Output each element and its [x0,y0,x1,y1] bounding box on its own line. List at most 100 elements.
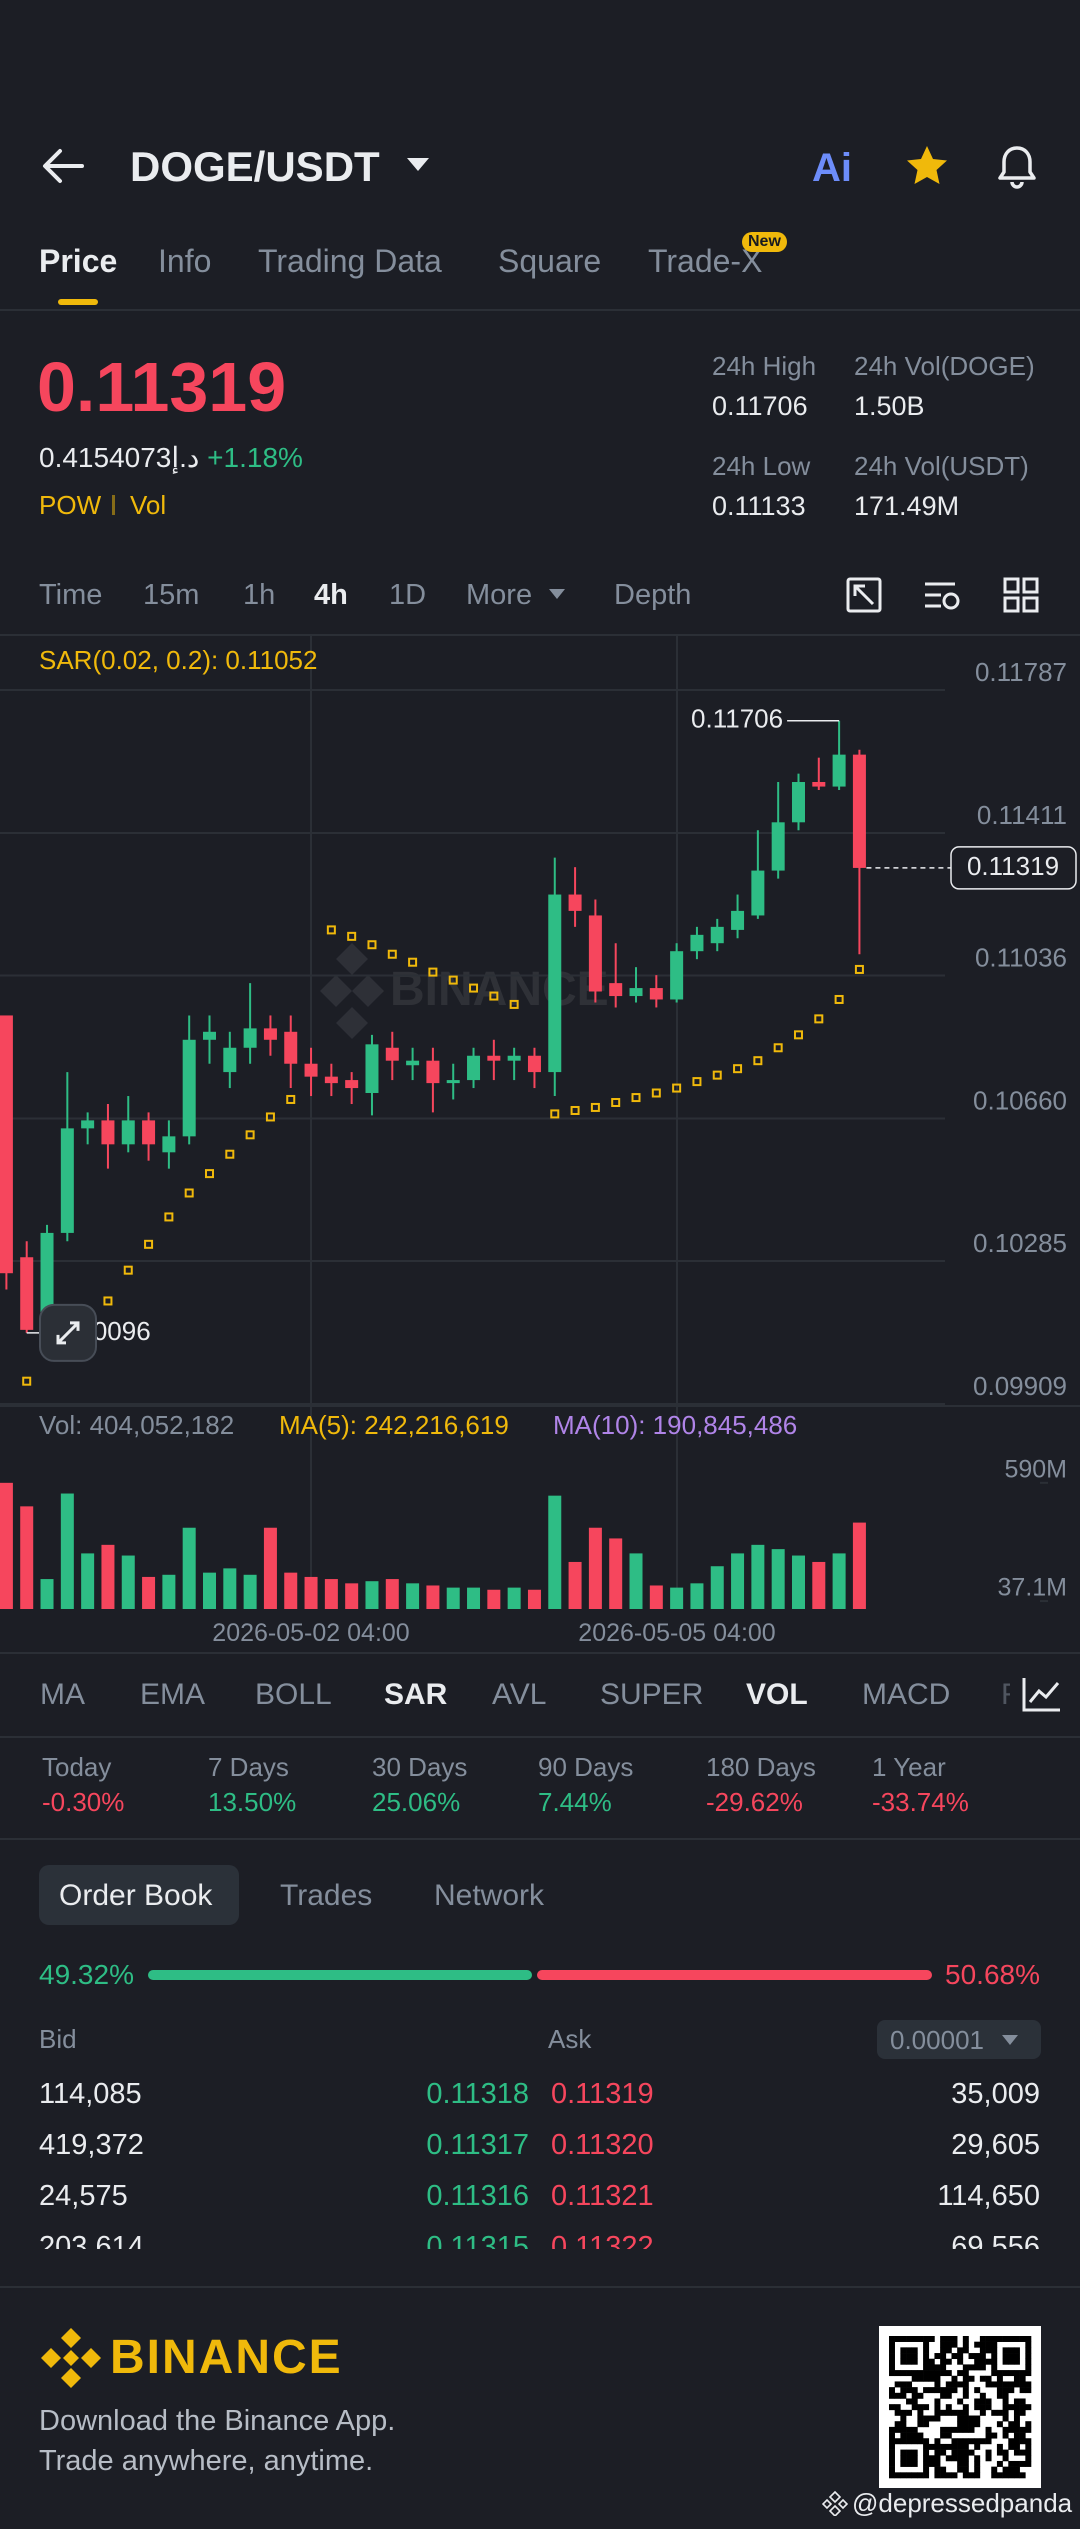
qr-cell [906,2449,913,2456]
qr-cell [991,2347,998,2354]
tag[interactable]: POW [39,490,102,520]
time-label: 2026-05-05 04:00 [578,1619,776,1647]
alert-bell[interactable] [994,142,1040,190]
pair-dropdown[interactable] [406,157,430,173]
precision-caret [1002,2035,1018,2045]
qr-cell [1008,2421,1015,2428]
sar-dot [489,991,499,1001]
qr-cell [911,2398,918,2405]
qr-cell [911,2358,918,2365]
period-change: 7.44% [538,1787,612,1817]
volume-bar [121,1555,135,1609]
qr-code[interactable] [879,2326,1041,2488]
interval[interactable]: 4h [314,579,348,611]
ask-header: Ask [548,2024,592,2054]
qr-cell [934,2438,941,2445]
qr-cell [974,2421,981,2428]
qr-cell [991,2353,998,2360]
qr-cell [962,2472,969,2479]
watermark-logo: BINANCE [320,943,609,1039]
qr-cell [1025,2336,1032,2342]
qr-cell [951,2438,958,2445]
qr-cell [1025,2426,1032,2433]
sar-dot [428,967,438,977]
book-tab[interactable]: Network [434,1879,545,1912]
indicator[interactable]: SAR [384,1678,448,1711]
qr-cell [974,2460,981,2467]
indicator[interactable]: EMA [140,1678,206,1711]
stat-label: 24h Vol(DOGE) [854,351,1035,381]
stat-label: 24h Low [712,451,811,481]
qr-cell [900,2455,907,2462]
back-button[interactable] [40,146,86,186]
book-tab[interactable]: Trades [280,1879,373,1912]
indicator[interactable]: MACD [862,1678,951,1711]
interval[interactable]: Time [39,579,103,611]
expand-button[interactable] [39,1303,97,1362]
qr-cell [906,2409,913,2416]
fiat-price: 0.4154073د.إ [39,442,200,473]
time-label: 2026-05-02 04:00 [212,1619,410,1647]
favorite-star[interactable] [904,143,950,189]
period-change: -0.30% [42,1787,125,1817]
tab[interactable]: Square [498,243,602,279]
volume-bar [751,1544,765,1609]
more-label[interactable]: More [466,579,533,611]
tag[interactable]: Vol [130,490,167,520]
candle-body [507,1055,521,1061]
qr-cell [1019,2404,1026,2411]
precision-value[interactable]: 0.00001 [890,2025,984,2055]
tab[interactable]: Trading Data [258,243,442,279]
tab[interactable]: Info [158,243,212,279]
stat-label: 24h Vol(USDT) [854,451,1029,481]
qr-cell [889,2392,895,2399]
qr-cell [940,2336,947,2342]
book-tab[interactable]: Order Book [59,1879,213,1912]
indicator[interactable]: AVL [492,1678,547,1711]
qr-cell [923,2466,930,2473]
qr-cell [1013,2398,1020,2405]
toolbar-icon[interactable] [845,576,883,614]
sar-dot [347,931,357,941]
ma10-label: MA(10): 190,845,486 [553,1410,798,1440]
tab[interactable]: Trade-X [648,243,763,279]
tab[interactable]: Price [39,243,118,279]
qr-cell [962,2347,969,2354]
qr-cell [889,2426,895,2433]
qr-cell [974,2398,981,2405]
interval[interactable]: 1D [389,579,427,611]
pair-title[interactable]: DOGE/USDT [130,143,380,190]
sar-dot [265,1112,275,1122]
indicator[interactable]: SUPER [600,1678,704,1711]
sar-dot [590,1102,600,1112]
qr-cell [991,2381,998,2388]
volume-bar [446,1587,460,1609]
qr-cell [957,2426,964,2433]
watermark-text: BINANCE [390,963,609,1016]
qr-cell [917,2421,924,2428]
qr-cell [991,2466,998,2473]
indicator[interactable]: VOL [746,1678,808,1711]
ai-button[interactable]: Ai [812,146,852,190]
indicator[interactable]: RSI [1001,1680,1010,1710]
qr-cell [894,2438,901,2445]
indicator[interactable]: MA [40,1678,85,1711]
indicator[interactable]: BOLL [255,1678,332,1711]
toolbar-icon[interactable] [1002,576,1040,614]
more-menu[interactable]: More [466,581,532,610]
sar-dot [712,1070,722,1080]
candle-body [731,910,745,930]
qr-cell [957,2370,964,2377]
chart-settings-icon[interactable] [1020,1674,1064,1714]
volume-bar [527,1589,541,1609]
interval[interactable]: 1h [243,579,276,611]
toolbar-icon[interactable] [922,576,962,614]
stat-value: 171.49M [854,491,960,521]
depth-tab[interactable]: Depth [614,579,692,611]
volume-bar [791,1555,805,1609]
interval[interactable]: 15m [143,579,200,611]
plot: BINANCE 0.11787 0.11411 0.11036 0.10660 0.10… [0,636,1080,1609]
qr-cell [934,2460,941,2467]
volume-bar [771,1549,785,1609]
